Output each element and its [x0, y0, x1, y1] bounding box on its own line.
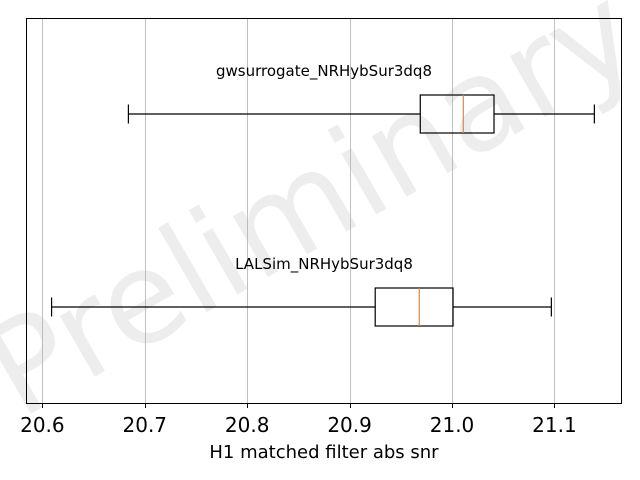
x-tick-label: 21.1 — [532, 413, 577, 437]
x-tick-label: 20.7 — [123, 413, 168, 437]
series-label-gwsurrogate_NRHybSur3dq8: gwsurrogate_NRHybSur3dq8 — [216, 62, 432, 81]
series-labels: gwsurrogate_NRHybSur3dq8 LALSim_NRHybSur3… — [216, 62, 432, 274]
x-tick-label: 20.9 — [327, 413, 372, 437]
boxplot-gwsurrogate_NRHybSur3dq8 — [127, 94, 595, 134]
boxplot-LALSim_NRHybSur3dq8 — [50, 287, 552, 327]
grid-lines — [42, 19, 555, 403]
x-axis-ticks: 20.6 20.7 20.8 20.9 21.0 21.1 — [20, 403, 577, 437]
x-tick-label: 20.8 — [225, 413, 270, 437]
x-tick-label: 21.0 — [430, 413, 475, 437]
x-tick-label: 20.6 — [20, 413, 65, 437]
series-label-LALSim_NRHybSur3dq8: LALSim_NRHybSur3dq8 — [235, 255, 413, 274]
x-axis-label: H1 matched filter abs snr — [209, 442, 439, 463]
box-iqr — [374, 287, 454, 327]
boxplots — [50, 94, 595, 327]
plot-frame — [26, 18, 622, 404]
box-iqr — [419, 94, 495, 134]
